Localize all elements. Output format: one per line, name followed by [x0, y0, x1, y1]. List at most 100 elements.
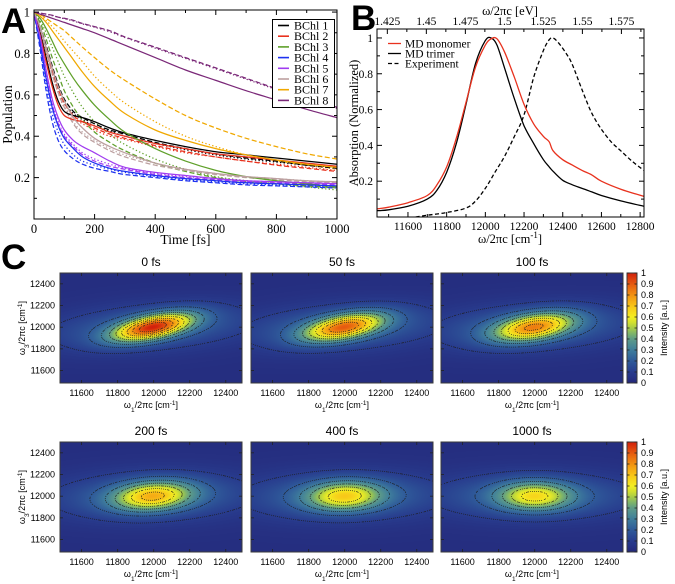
- heatmap-image: [251, 273, 433, 383]
- heatmap-panel-1000-fs: 11600 11800 12000 12200 12400 1000 fs ω1/2πc […: [440, 424, 624, 583]
- contour-line: [470, 306, 598, 348]
- colorbar-tick-label: 0.8: [641, 459, 654, 469]
- contour-line: [309, 483, 380, 509]
- colorbar-tick-label: 0.9: [641, 279, 654, 289]
- x-axis-label-part: ]: [176, 569, 179, 579]
- contour-line: [318, 486, 371, 506]
- colorbar-tick-label: 0.4: [641, 503, 654, 513]
- colorbar-tick-label: 0.7: [641, 470, 654, 480]
- legend-label: BChl 3: [294, 40, 328, 54]
- colorbar-tick-label: 0.3: [641, 345, 654, 355]
- x-axis-label-part: 1: [131, 576, 135, 583]
- x-tick-label: 12000: [332, 388, 357, 398]
- contour-line: [109, 312, 197, 343]
- curve-bchl-1-dotted: [34, 11, 337, 168]
- contour-line: [293, 310, 395, 345]
- y-axis-label-part: /2πc [cm: [17, 478, 27, 513]
- x-axis-label-part: /2πc [cm: [135, 400, 170, 410]
- colorbar: 00.10.20.30.40.50.60.70.80.91 Intensity […: [626, 268, 669, 388]
- x-axis-label: ω1/2πc [cm-1]: [505, 400, 559, 414]
- plot-frame: [376, 28, 645, 218]
- y-tick-label: 0.6: [359, 105, 374, 117]
- top-x-tick-label: 1.5: [497, 16, 512, 28]
- heatmap-panel-200-fs: 11600 11800 12000 12200 12400 11600 11800 12000…: [17, 424, 243, 583]
- panel-a-population-plot: 0 200 400 600 800 1000 0.2 0.4 0.6 0.8 1 Time [fs] P…: [0, 6, 350, 247]
- legend-label: BChl 6: [294, 72, 328, 86]
- contour-line: [89, 475, 217, 517]
- x-tick-label: 12400: [594, 557, 619, 567]
- colorbar-tick-label: 0.3: [641, 514, 654, 524]
- contour-line: [114, 482, 191, 510]
- top-x-tick-label: 1.475: [452, 16, 478, 28]
- x-tick-label: 12200: [510, 221, 539, 233]
- contour-line: [104, 479, 201, 513]
- y-tick-label: 12000: [30, 322, 55, 332]
- y-tick-label: 12200: [30, 470, 55, 480]
- x-tick-label: 11600: [69, 388, 93, 398]
- x-tick-label: 12200: [368, 557, 393, 567]
- x-axis-label: ω1/2πc [cm-1]: [124, 569, 178, 583]
- y-axis-label-part: -1: [17, 472, 24, 478]
- y-axis-label-part: ]: [17, 470, 27, 473]
- heatmap-panel-100-fs: 11600 11800 12000 12200 12400 100 fs ω1/2πc [c…: [440, 255, 624, 414]
- y-axis-label-part: 3: [24, 344, 31, 348]
- x-tick-label: 12000: [522, 557, 547, 567]
- legend-label: BChl 4: [294, 51, 328, 65]
- x-axis-label-part: 1: [512, 407, 516, 414]
- colorbar-tick-label: 1: [641, 437, 646, 447]
- curve-bchl-8-solid: [34, 11, 337, 119]
- colorbar-tick-label: 0.6: [641, 481, 654, 491]
- y-axis-label: Population: [0, 85, 15, 144]
- contour-line: [59, 300, 243, 355]
- contour-line: [514, 320, 553, 335]
- x-tick-label: 800: [267, 222, 286, 236]
- x-axis-label-part: 1: [322, 407, 326, 414]
- y-tick-label: 1: [24, 6, 30, 20]
- contour-line: [126, 317, 179, 337]
- contour-line: [484, 310, 584, 344]
- x-tick-label: 11600: [450, 557, 474, 567]
- contour-line: [510, 487, 559, 505]
- contour-line: [130, 488, 175, 505]
- contour-line: [88, 306, 218, 348]
- curve-bchl-6-dashed: [34, 11, 337, 184]
- contour-line: [115, 314, 191, 341]
- x-tick-label: 11800: [106, 557, 130, 567]
- heatmap-image: [60, 273, 242, 383]
- curve-bchl-7-dotted: [34, 11, 337, 170]
- colorbar-gradient: [627, 442, 637, 552]
- x-tick-label: 12200: [558, 388, 583, 398]
- top-x-axis-label: ω/2πc [eV]: [482, 4, 538, 18]
- top-x-tick-label: 1.525: [530, 16, 556, 28]
- x-axis-label: Time [fs]: [160, 232, 210, 247]
- curve-bchl-6-solid: [34, 11, 337, 183]
- contour-line: [121, 316, 185, 339]
- curve-bchl-7-solid: [34, 11, 337, 168]
- contour-line: [327, 489, 362, 503]
- x-tick-label: 12000: [471, 221, 500, 233]
- curve-md-monomer: [377, 36, 644, 210]
- x-axis-label-part: 1: [512, 576, 516, 583]
- curve-bchl-4-solid: [34, 11, 337, 187]
- x-axis-label: ω1/2πc [cm-1]: [315, 569, 369, 583]
- x-axis-label-part: ω: [505, 569, 512, 579]
- y-axis-label-part: ω: [17, 517, 27, 524]
- legend-label: MD monomer: [405, 39, 471, 51]
- contour-line: [440, 470, 624, 523]
- x-tick-label: 11600: [450, 388, 474, 398]
- panel-label-b: B: [351, 0, 376, 38]
- x-tick-label: 12400: [548, 221, 577, 233]
- x-tick-label: 12400: [404, 557, 429, 567]
- legend-label: BChl 8: [294, 93, 328, 107]
- y-tick-label: 11600: [31, 366, 55, 376]
- x-axis-label: ω1/2πc [cm-1]: [505, 569, 559, 583]
- contour-line: [491, 481, 578, 512]
- x-axis-label-part: /2πc [cm: [326, 569, 361, 579]
- colorbar-tick-label: 0.5: [641, 492, 654, 502]
- colorbar-tick-label: 0.9: [641, 448, 654, 458]
- legend-box: [272, 19, 335, 108]
- x-axis-label-part: ω: [315, 400, 322, 410]
- x-axis-label-part: /2πc [cm: [516, 400, 551, 410]
- x-tick-label: 12400: [404, 388, 429, 398]
- contour-line: [493, 313, 575, 342]
